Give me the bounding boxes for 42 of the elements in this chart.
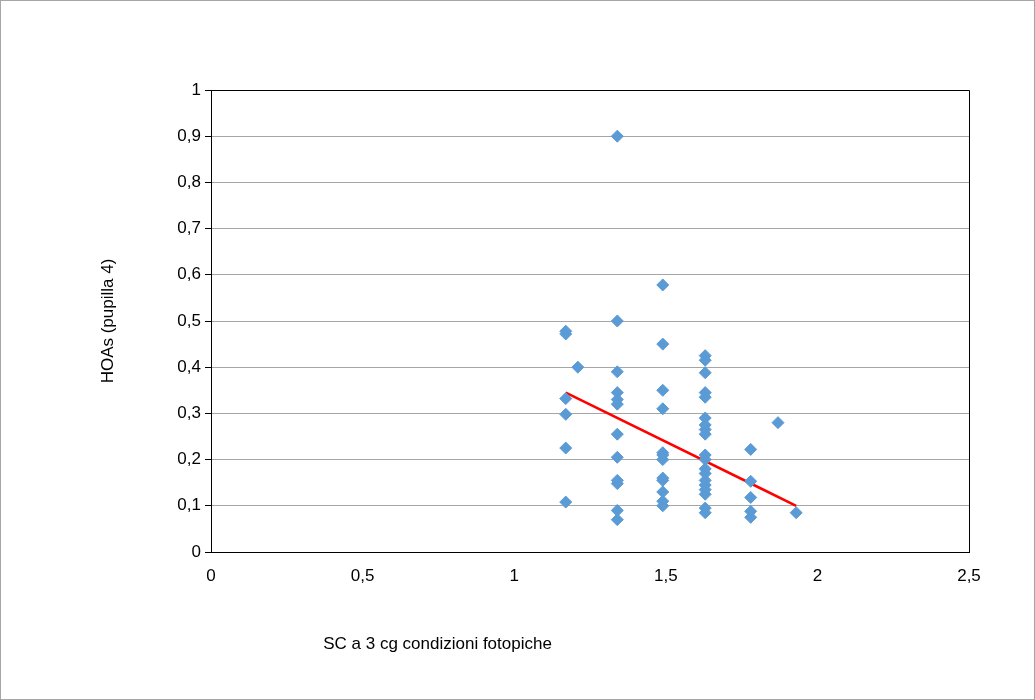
point [744, 442, 758, 456]
point [610, 129, 624, 143]
point [656, 402, 670, 416]
y-axis-title: HOAs (pupilla 4) [97, 258, 117, 384]
point [559, 441, 573, 455]
point [744, 474, 758, 488]
point [656, 278, 670, 292]
x-tick-label: 2,5 [957, 565, 981, 585]
point [656, 383, 670, 397]
x-axis-title: SC a 3 cg condizioni fotopiche [323, 633, 552, 653]
y-tick-label: 0,8 [177, 172, 201, 192]
x-tick-label: 0 [206, 565, 216, 585]
y-tick-label: 0,7 [177, 218, 201, 238]
point [559, 495, 573, 509]
point [656, 337, 670, 351]
point [610, 427, 624, 441]
point [610, 314, 624, 328]
y-tick-label: 0,5 [177, 310, 201, 330]
y-tick-label: 0,1 [177, 495, 201, 515]
point [571, 360, 585, 374]
point [698, 366, 712, 380]
x-tick-label: 1,5 [653, 565, 678, 585]
x-tick-label: 1 [509, 565, 519, 585]
y-tick-label: 0 [191, 541, 201, 561]
point [559, 392, 573, 406]
point [610, 365, 624, 379]
point [771, 416, 785, 430]
y-tick-label: 1 [191, 79, 201, 99]
point [610, 503, 624, 517]
y-tick-label: 0,3 [177, 403, 201, 423]
x-tick-label: 0,5 [350, 565, 375, 585]
x-tick-label: 2 [812, 565, 823, 585]
point [656, 485, 670, 499]
point [559, 407, 573, 421]
point [610, 450, 624, 464]
point [789, 506, 803, 520]
point [610, 513, 624, 527]
point [744, 490, 758, 504]
y-tick-label: 0,9 [177, 125, 201, 145]
y-tick-label: 0,2 [177, 449, 201, 469]
y-tick-label: 0,6 [177, 264, 201, 284]
y-tick-label: 0,4 [177, 356, 201, 376]
